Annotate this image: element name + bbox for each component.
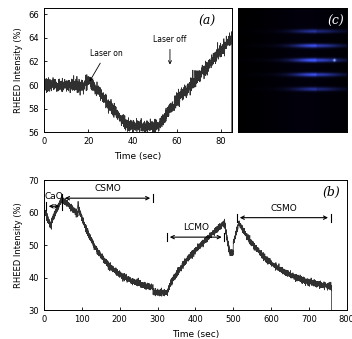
X-axis label: Time (sec): Time (sec) [172, 330, 219, 339]
Text: CSMO: CSMO [271, 204, 297, 213]
Text: LCMO: LCMO [183, 223, 209, 232]
Text: (c): (c) [327, 15, 344, 28]
Y-axis label: RHEED Intensity (%): RHEED Intensity (%) [14, 27, 23, 113]
Y-axis label: RHEED Intensity (%): RHEED Intensity (%) [14, 202, 23, 288]
Text: (a): (a) [199, 15, 216, 28]
X-axis label: Time (sec): Time (sec) [114, 152, 162, 161]
Text: Laser on: Laser on [89, 49, 122, 81]
Text: (b): (b) [323, 185, 340, 199]
Text: Laser off: Laser off [153, 35, 187, 64]
Text: CaO: CaO [45, 193, 63, 201]
Text: CSMO: CSMO [94, 184, 121, 193]
